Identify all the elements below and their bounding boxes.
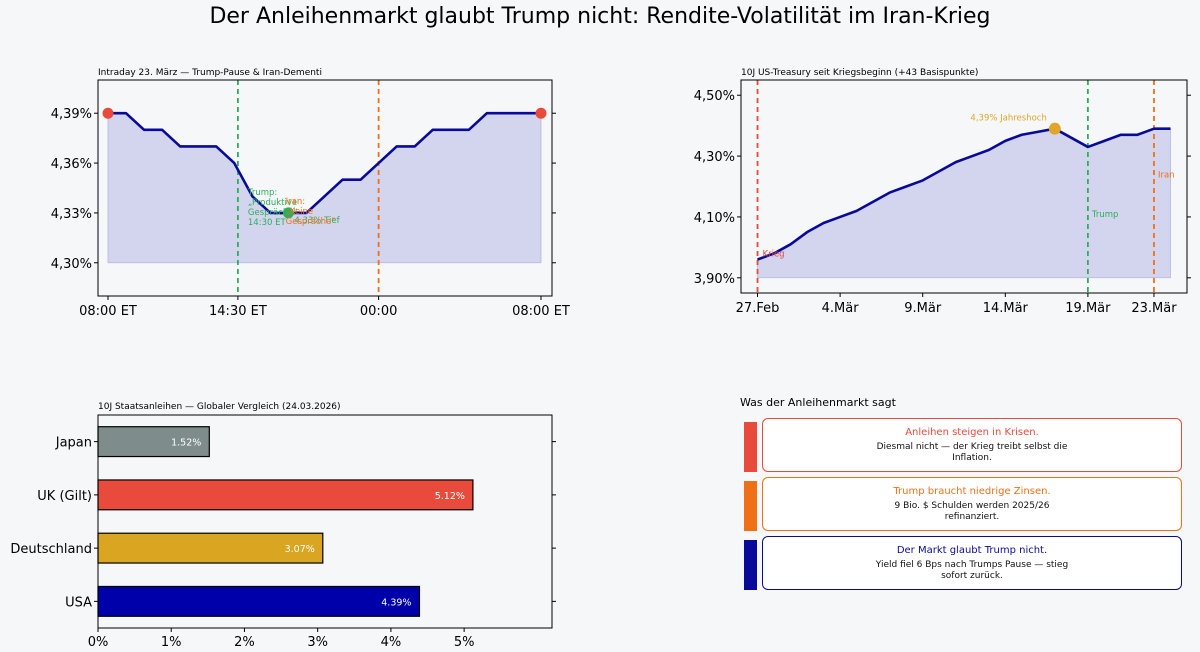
year-high-label: 4,39% Jahreshoch [970, 114, 1046, 124]
x-tick-label: 14.Mär [983, 301, 1029, 316]
treasury-plot-frame [740, 79, 1188, 294]
iran-label: Iran [1158, 170, 1175, 180]
y-tick-label: 4,30% [694, 150, 735, 165]
message-panel: Was der Anleihenmarkt sagt Anleihen stei… [740, 396, 1186, 596]
x-tick-label: 4.Mär [822, 301, 860, 316]
x-tick-label: 0% [88, 635, 109, 650]
x-tick-label: 19.Mär [1065, 301, 1111, 316]
message-body: Diesmal nicht — der Krieg treibt selbst … [876, 441, 1068, 463]
message-heading: Der Markt glaubt Trump nicht. [896, 544, 1048, 556]
x-tick-label: 2% [234, 635, 255, 650]
intraday-chart-title: Intraday 23. März — Trump-Pause & Iran-D… [98, 68, 322, 78]
category-label: USA [65, 595, 92, 610]
treasury-chart: 10J US-Treasury seit Kriegsbeginn (+43 B… [694, 68, 1191, 316]
year-high-marker [1048, 122, 1061, 135]
bar-value-label: 3.07% [285, 544, 315, 555]
x-tick-label: 3% [307, 635, 328, 650]
y-tick-label: 4,10% [694, 211, 735, 226]
treasury-area-fill [757, 128, 1171, 279]
bar-value-label: 4.39% [381, 597, 411, 608]
category-label: Japan [55, 436, 92, 451]
message-color-bar [744, 481, 757, 531]
y-tick-label: 4,36% [51, 157, 92, 172]
message-body: Yield fiel 6 Bps nach Trumps Pause — sti… [875, 559, 1069, 581]
intraday-yield-line [108, 111, 541, 215]
intraday-area-fill [107, 112, 542, 264]
page-title: Der Anleihenmarkt glaubt Trump nicht: Re… [209, 4, 991, 29]
category-label: Deutschland [10, 542, 92, 557]
message-row-crisis: Anleihen steigen in Krisen. Diesmal nich… [744, 418, 1186, 474]
x-tick-label: 14:30 ET [209, 304, 267, 319]
trump-label: Trump [1091, 210, 1119, 220]
trump-annotation-label: 14:30 ET [248, 218, 287, 228]
yield-comparison-chart: 10J Staatsanleihen — Globaler Vergleich … [10, 402, 556, 650]
message-panel-title: Was der Anleihenmarkt sagt [740, 396, 896, 409]
message-box: Anleihen steigen in Krisen. Diesmal nich… [762, 418, 1182, 472]
message-heading: Anleihen steigen in Krisen. [905, 426, 1039, 438]
x-tick-label: 08:00 ET [512, 304, 570, 319]
bar-uk [97, 479, 474, 511]
intraday-marker-0 [102, 107, 114, 119]
treasury-yield-line [757, 127, 1171, 261]
message-color-bar [744, 422, 757, 472]
message-box: Trump braucht niedrige Zinsen. 9 Bio. $ … [762, 477, 1182, 531]
message-row-rates: Trump braucht niedrige Zinsen. 9 Bio. $ … [744, 477, 1186, 533]
x-tick-label: 1% [161, 635, 182, 650]
treasury-chart-title: 10J US-Treasury seit Kriegsbeginn (+43 B… [741, 68, 978, 78]
comparison-chart-title: 10J Staatsanleihen — Globaler Vergleich … [98, 402, 341, 412]
trump-annotation-label: „Produktive [248, 198, 297, 208]
iran-annotation-label: Gespräche" [286, 217, 336, 227]
x-tick-label: 00:00 [360, 304, 397, 319]
bar-value-label: 1.52% [171, 438, 201, 449]
message-heading: Trump braucht niedrige Zinsen. [893, 485, 1051, 497]
y-tick-label: 3,90% [694, 272, 735, 287]
comparison-plot-frame [97, 414, 553, 629]
y-tick-label: 4,50% [694, 89, 735, 104]
x-tick-label: 08:00 ET [79, 304, 137, 319]
bar-usa [97, 585, 421, 617]
x-tick-label: 9.Mär [904, 301, 942, 316]
x-tick-label: 5% [454, 635, 475, 650]
message-body: 9 Bio. $ Schulden werden 2025/26 refinan… [894, 500, 1050, 522]
intraday-plot-frame [97, 79, 553, 297]
iran-annotation-label: „Keine [286, 207, 313, 217]
message-row-market: Der Markt glaubt Trump nicht. Yield fiel… [744, 536, 1186, 592]
y-tick-label: 4,39% [51, 107, 92, 122]
bar-value-label: 5.12% [435, 491, 465, 502]
x-tick-label: 27.Feb [736, 301, 780, 316]
trump-annotation-label: Trump: [247, 188, 277, 198]
x-tick-label: 23.Mär [1131, 301, 1177, 316]
intraday-marker-1 [535, 107, 547, 119]
y-tick-label: 4,33% [51, 207, 92, 222]
intraday-marker-2 [282, 207, 294, 219]
iran-annotation-label: Iran: [286, 197, 305, 207]
bar-japan [97, 426, 210, 458]
y-tick-label: 4,30% [51, 257, 92, 272]
message-box: Der Markt glaubt Trump nicht. Yield fiel… [762, 536, 1182, 590]
intraday-chart: Intraday 23. März — Trump-Pause & Iran-D… [51, 68, 570, 319]
message-color-bar [744, 540, 757, 590]
trump-annotation-label: Gespräche" [248, 208, 298, 218]
category-label: UK (Gilt) [37, 489, 92, 504]
krieg-label: Krieg [763, 249, 785, 259]
x-tick-label: 4% [381, 635, 402, 650]
low-annotation-label: 4,33% Tief [294, 216, 340, 226]
